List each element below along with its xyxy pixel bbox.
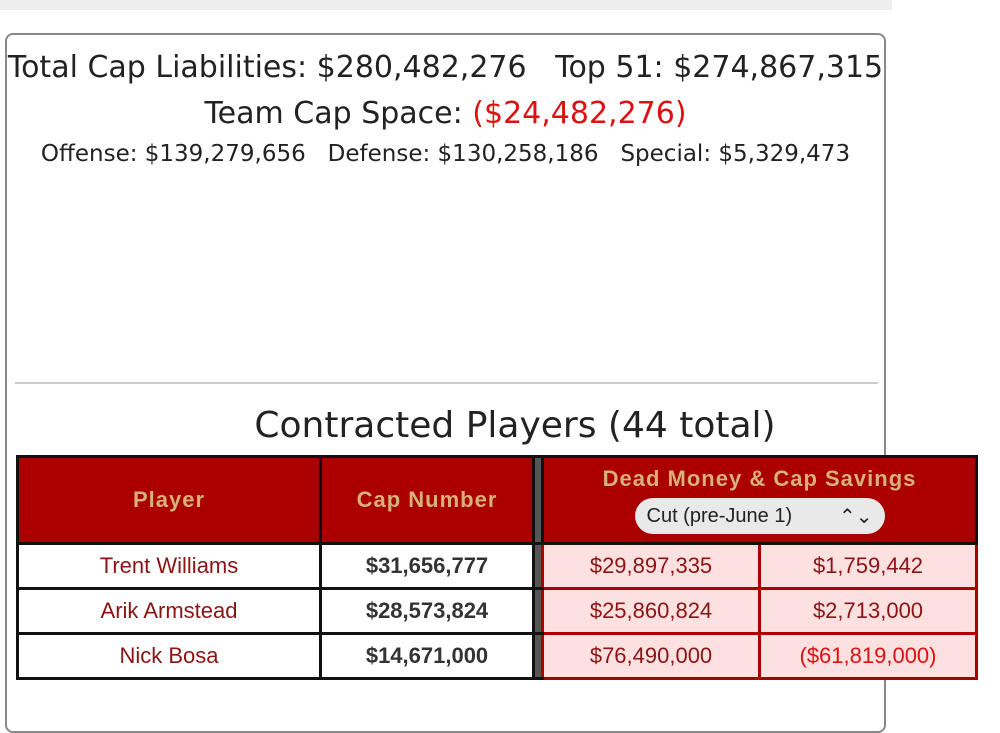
header-cap-number[interactable]: Cap Number <box>319 455 535 545</box>
cap-savings: $1,759,442 <box>758 542 978 590</box>
dead-money-label: Dead Money & Cap Savings <box>602 466 917 491</box>
dead-money: $76,490,000 <box>541 632 761 680</box>
dead-money: $25,860,824 <box>541 587 761 635</box>
cap-number: $14,671,000 <box>319 632 535 680</box>
cap-savings: ($61,819,000) <box>758 632 978 680</box>
cap-space-value: ($24,482,276) <box>472 96 687 131</box>
header-player[interactable]: Player <box>16 455 322 545</box>
player-name[interactable]: Trent Williams <box>16 542 322 590</box>
table-row: Nick Bosa $14,671,000 $76,490,000 ($61,819,… <box>16 632 978 680</box>
scenario-select[interactable]: Cut (pre-June 1) ⌃⌄ <box>634 498 885 534</box>
divider <box>15 382 878 384</box>
defense-total: Defense: $130,258,186 <box>327 141 599 167</box>
column-gap <box>533 632 543 680</box>
column-gap <box>533 542 543 590</box>
player-name[interactable]: Nick Bosa <box>16 632 322 680</box>
offense-total: Offense: $139,279,656 <box>40 141 306 167</box>
cap-space-label: Team Cap Space: <box>204 96 463 131</box>
column-gap <box>533 455 543 545</box>
table-row: Arik Armstead $28,573,824 $25,860,824 $2,71… <box>16 587 978 635</box>
unit-breakdown: Offense: $139,279,656 Defense: $130,258,… <box>5 141 886 167</box>
dead-money: $29,897,335 <box>541 542 761 590</box>
cap-number: $28,573,824 <box>319 587 535 635</box>
top-bar <box>0 0 892 10</box>
header-dead-money: Dead Money & Cap Savings Cut (pre-June 1… <box>541 455 978 545</box>
total-cap-liabilities: Total Cap Liabilities: $280,482,276 <box>7 50 527 85</box>
cap-savings: $2,713,000 <box>758 587 978 635</box>
scenario-value: Cut (pre-June 1) <box>646 504 793 527</box>
column-gap <box>533 587 543 635</box>
players-table: Player Cap Number Dead Money & Cap Savin… <box>16 455 978 680</box>
cap-number: $31,656,777 <box>319 542 535 590</box>
table-row: Trent Williams $31,656,777 $29,897,335 $1,7… <box>16 542 978 590</box>
team-cap-space: Team Cap Space: ($24,482,276) <box>5 96 886 131</box>
section-title: Contracted Players (44 total) <box>254 405 776 446</box>
cap-totals: Total Cap Liabilities: $280,482,276 Top … <box>5 50 886 85</box>
special-total: Special: $5,329,473 <box>620 141 851 167</box>
chevron-updown-icon: ⌃⌄ <box>838 505 873 528</box>
top-51: Top 51: $274,867,315 <box>555 50 884 85</box>
player-name[interactable]: Arik Armstead <box>16 587 322 635</box>
